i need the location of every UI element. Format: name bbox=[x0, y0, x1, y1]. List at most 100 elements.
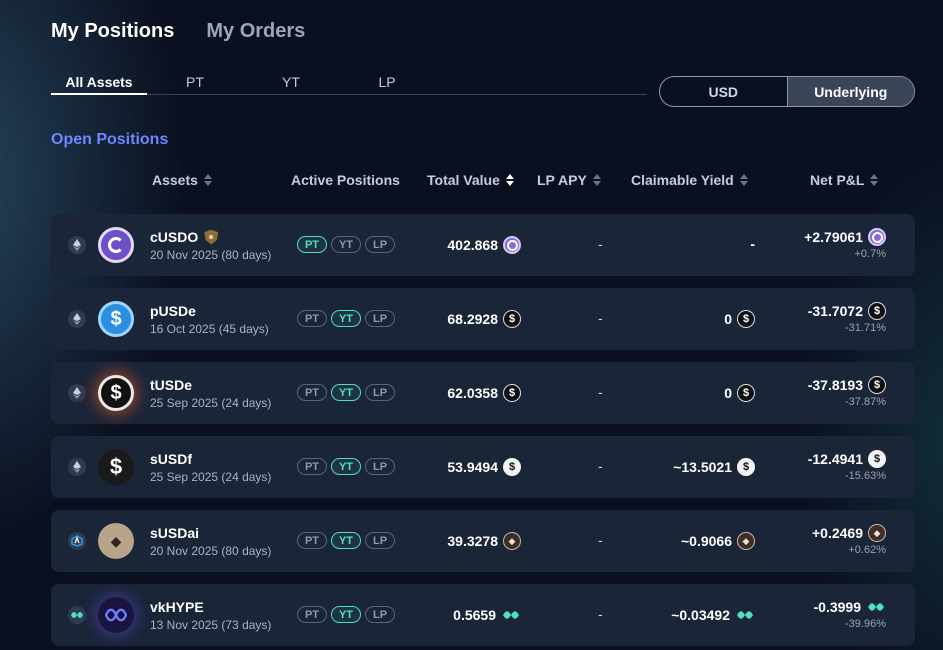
active-positions: PT YT LP bbox=[297, 310, 395, 327]
pill-pt[interactable]: PT bbox=[297, 310, 327, 327]
active-positions: PT YT LP bbox=[297, 236, 395, 253]
position-row-vkhype[interactable]: vkHYPE 13 Nov 2025 (73 days) PT YT LP 0.… bbox=[51, 584, 915, 646]
pill-lp[interactable]: LP bbox=[365, 458, 395, 475]
usdf-token-icon: $ bbox=[868, 450, 886, 468]
net-pnl-percent: -31.71% bbox=[845, 322, 886, 334]
pill-lp[interactable]: LP bbox=[365, 532, 395, 549]
claimable-yield-amount: 0 bbox=[724, 385, 732, 401]
filter-tab-all-assets[interactable]: All Assets bbox=[51, 74, 147, 95]
asset-name: cUSDO bbox=[150, 229, 219, 245]
header-assets[interactable]: Assets bbox=[152, 172, 212, 188]
header-net-pnl-label: Net P&L bbox=[810, 172, 865, 188]
asset-name: vkHYPE bbox=[150, 599, 204, 615]
asset-name: pUSDe bbox=[150, 303, 196, 319]
total-value-amount: 53.9494 bbox=[447, 459, 498, 475]
pill-pt[interactable]: PT bbox=[297, 236, 327, 253]
usde-token-icon: $ bbox=[868, 376, 886, 394]
position-row-tusde[interactable]: $ tUSDe 25 Sep 2025 (24 days) PT YT LP 6… bbox=[51, 362, 915, 424]
usde-token-icon: $ bbox=[737, 384, 755, 402]
net-pnl-percent: -37.87% bbox=[845, 396, 886, 408]
asset-name: sUSDf bbox=[150, 451, 192, 467]
asset-symbol: tUSDe bbox=[150, 377, 193, 393]
net-pnl-amount: -0.3999 bbox=[813, 599, 861, 615]
pill-yt[interactable]: YT bbox=[331, 606, 361, 623]
claimable-yield[interactable]: - bbox=[750, 236, 755, 252]
hyperliquid-icon bbox=[68, 606, 86, 624]
section-title: Open Positions bbox=[51, 131, 169, 148]
asset-symbol: pUSDe bbox=[150, 303, 196, 319]
net-pnl-percent: +0.7% bbox=[854, 248, 887, 260]
header-active-positions-label: Active Positions bbox=[291, 172, 400, 188]
total-value: 68.2928 $ bbox=[447, 310, 521, 328]
ethereum-icon bbox=[68, 236, 86, 254]
header-lp-apy[interactable]: LP APY bbox=[537, 172, 601, 188]
active-positions: PT YT LP bbox=[297, 384, 395, 401]
pill-pt[interactable]: PT bbox=[297, 532, 327, 549]
pill-pt[interactable]: PT bbox=[297, 606, 327, 623]
usdai-token-icon: ◆ bbox=[503, 532, 521, 550]
pill-lp[interactable]: LP bbox=[365, 606, 395, 623]
maturity-date: 13 Nov 2025 (73 days) bbox=[150, 618, 272, 632]
header-assets-label: Assets bbox=[152, 172, 198, 188]
header-net-pnl[interactable]: Net P&L bbox=[810, 172, 879, 188]
lp-apy: - bbox=[598, 532, 603, 548]
pill-yt[interactable]: YT bbox=[331, 384, 361, 401]
usde-token-icon: $ bbox=[737, 310, 755, 328]
asset-filter-tabs: All Assets PT YT LP bbox=[51, 74, 647, 95]
tab-my-positions[interactable]: My Positions bbox=[51, 20, 175, 42]
pill-pt[interactable]: PT bbox=[297, 384, 327, 401]
tab-my-orders[interactable]: My Orders bbox=[206, 20, 306, 42]
pill-lp[interactable]: LP bbox=[365, 384, 395, 401]
net-pnl: +0.2469 ◆ bbox=[812, 524, 886, 542]
header-lp-apy-label: LP APY bbox=[537, 172, 587, 188]
filter-tab-lp[interactable]: LP bbox=[378, 74, 396, 90]
net-pnl-amount: -31.7072 bbox=[807, 303, 863, 319]
unit-usd-button[interactable]: USD bbox=[708, 83, 739, 100]
hype-token-icon bbox=[866, 598, 886, 616]
usdai-token-icon: ◆ bbox=[737, 532, 755, 550]
total-value-amount: 62.0358 bbox=[447, 385, 498, 401]
pill-yt[interactable]: YT bbox=[331, 532, 361, 549]
net-pnl-amount: +2.79061 bbox=[804, 229, 863, 245]
asset-symbol: sUSDf bbox=[150, 451, 193, 467]
filter-tab-yt[interactable]: YT bbox=[282, 74, 300, 90]
pill-yt[interactable]: YT bbox=[331, 310, 361, 327]
usdf-token-icon: $ bbox=[503, 458, 521, 476]
total-value: 53.9494 $ bbox=[447, 458, 521, 476]
unit-underlying-button[interactable]: Underlying bbox=[786, 77, 914, 106]
sort-icon bbox=[739, 174, 748, 186]
position-row-cusdo[interactable]: cUSDO 20 Nov 2025 (80 days) PT YT LP 402… bbox=[51, 214, 915, 276]
total-value-amount: 68.2928 bbox=[447, 311, 498, 327]
net-pnl-percent: -15.63% bbox=[845, 470, 886, 482]
asset-name: tUSDe bbox=[150, 377, 192, 393]
header-total-value-label: Total Value bbox=[427, 172, 500, 188]
pill-lp[interactable]: LP bbox=[365, 236, 395, 253]
claimable-yield-amount: ~0.03492 bbox=[671, 607, 730, 623]
pill-lp[interactable]: LP bbox=[365, 310, 395, 327]
claimable-yield[interactable]: 0 $ bbox=[724, 310, 755, 328]
vkhype-icon bbox=[98, 597, 134, 633]
total-value-amount: 402.868 bbox=[447, 237, 498, 253]
pill-pt[interactable]: PT bbox=[297, 458, 327, 475]
total-value-amount: 0.5659 bbox=[453, 607, 496, 623]
pill-yt[interactable]: YT bbox=[331, 458, 361, 475]
ethereum-icon bbox=[68, 310, 86, 328]
pill-yt[interactable]: YT bbox=[331, 236, 361, 253]
position-row-pusde[interactable]: $ pUSDe 16 Oct 2025 (45 days) PT YT LP 6… bbox=[51, 288, 915, 350]
cusdo-icon bbox=[98, 227, 134, 263]
total-value: 402.868 bbox=[447, 236, 521, 254]
position-row-susdai[interactable]: ◆ sUSDai 20 Nov 2025 (80 days) PT YT LP … bbox=[51, 510, 915, 572]
claimable-yield[interactable]: ~13.5021 $ bbox=[673, 458, 755, 476]
header-claimable-yield[interactable]: Claimable Yield bbox=[631, 172, 748, 188]
asset-symbol: sUSDai bbox=[150, 525, 200, 541]
net-pnl: -0.3999 bbox=[814, 598, 886, 616]
filter-tab-pt[interactable]: PT bbox=[186, 74, 204, 90]
position-row-susdf[interactable]: $ sUSDf 25 Sep 2025 (24 days) PT YT LP 5… bbox=[51, 436, 915, 498]
claimable-yield[interactable]: ~0.03492 bbox=[671, 606, 755, 624]
usdai-token-icon: ◆ bbox=[868, 524, 886, 542]
net-pnl: -37.8193 $ bbox=[808, 376, 886, 394]
arbitrum-icon bbox=[68, 532, 86, 550]
claimable-yield[interactable]: 0 $ bbox=[724, 384, 755, 402]
header-total-value[interactable]: Total Value bbox=[427, 172, 514, 188]
claimable-yield[interactable]: ~0.9066 ◆ bbox=[681, 532, 755, 550]
